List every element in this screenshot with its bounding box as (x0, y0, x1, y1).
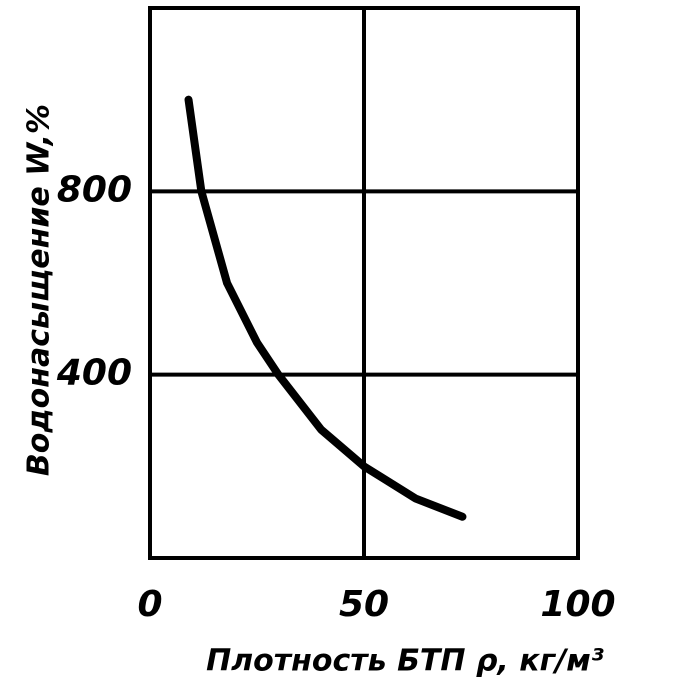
y-tick-label: 800 (57, 169, 132, 210)
x-tick-label: 100 (540, 584, 615, 625)
y-tick-label: 400 (56, 353, 132, 394)
x-tick-label: 50 (339, 584, 389, 625)
data-line (184, 95, 467, 521)
x-axis-label: Плотность БТП ρ, кг/м³ (206, 644, 604, 679)
y-axis-label: Водонасыщение W,% (22, 104, 57, 476)
x-tick-label: 0 (137, 584, 162, 625)
